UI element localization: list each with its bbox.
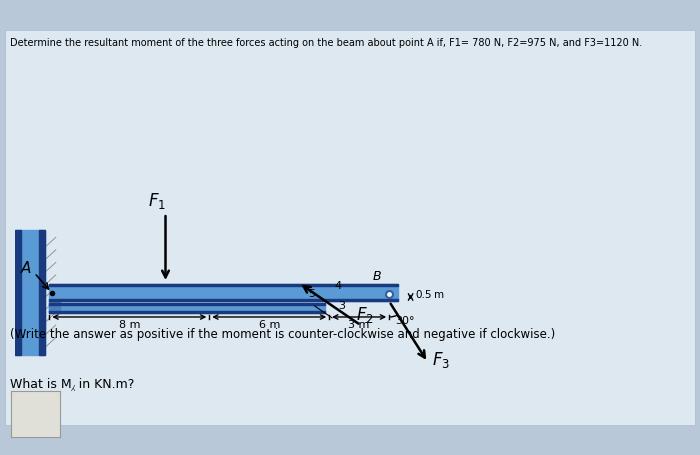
Bar bbox=[38, 230, 45, 355]
Text: (Write the answer as positive if the moment is counter-clockwise and negative if: (Write the answer as positive if the mom… bbox=[10, 328, 556, 341]
Text: What is M⁁ in KN.m?: What is M⁁ in KN.m? bbox=[10, 378, 135, 391]
Bar bbox=[50, 303, 325, 306]
Text: 3: 3 bbox=[338, 300, 345, 310]
Text: 4: 4 bbox=[334, 281, 341, 291]
Text: $F_3$: $F_3$ bbox=[432, 349, 450, 369]
Text: 8 m: 8 m bbox=[118, 319, 140, 329]
Bar bbox=[50, 284, 398, 287]
Bar bbox=[50, 284, 398, 302]
Text: 6 m: 6 m bbox=[258, 319, 280, 329]
Bar bbox=[50, 302, 60, 313]
Text: 5: 5 bbox=[308, 288, 315, 298]
Text: $B$: $B$ bbox=[372, 269, 382, 282]
Bar bbox=[50, 303, 325, 313]
Bar bbox=[15, 230, 22, 355]
Text: Determine the resultant moment of the three forces acting on the beam about poin: Determine the resultant moment of the th… bbox=[10, 38, 643, 48]
Text: $F_1$: $F_1$ bbox=[148, 191, 166, 211]
Text: 0.5: 0.5 bbox=[415, 289, 431, 299]
Text: 3 m: 3 m bbox=[349, 319, 370, 329]
Bar bbox=[50, 299, 398, 302]
Text: $A$: $A$ bbox=[20, 259, 32, 275]
Text: $F_2$: $F_2$ bbox=[356, 305, 374, 324]
Text: m: m bbox=[434, 289, 444, 299]
Bar bbox=[15, 230, 45, 355]
Bar bbox=[50, 311, 325, 313]
Text: 30°: 30° bbox=[395, 315, 415, 325]
Bar bbox=[5, 31, 695, 425]
